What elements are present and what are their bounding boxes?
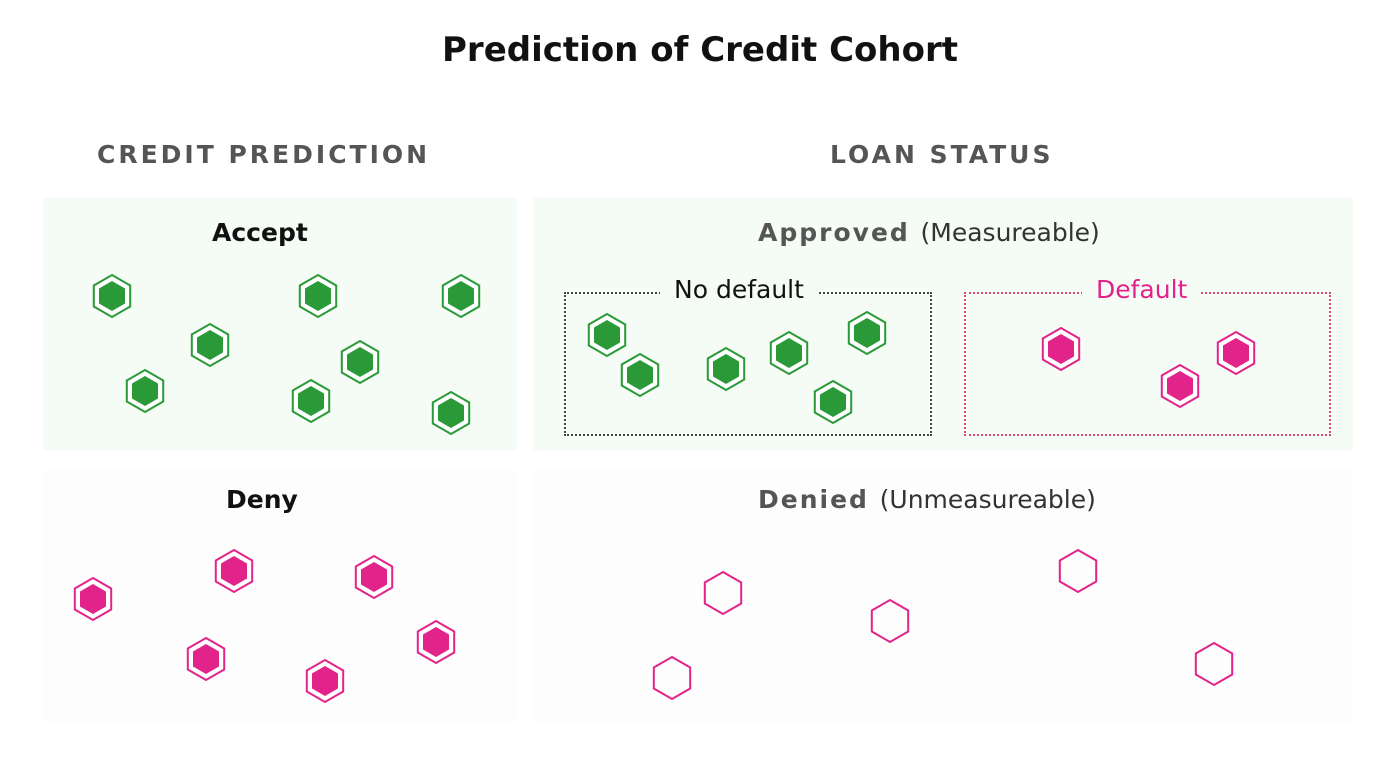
denied-outline-hexagon-icon: [703, 570, 743, 616]
denied-label-main: Denied: [758, 485, 869, 514]
approved-label-sub: (Measureable): [920, 218, 1100, 247]
deny-pink-hexagon-icon: [354, 554, 394, 600]
no-default-green-hexagon-icon: [706, 346, 746, 392]
default-pink-hexagon-icon: [1216, 330, 1256, 376]
deny-panel: [43, 470, 517, 722]
approved-panel: [533, 198, 1353, 450]
deny-pink-hexagon-icon: [416, 619, 456, 665]
approved-label-main: Approved: [758, 218, 910, 247]
accept-green-hexagon-icon: [92, 273, 132, 319]
deny-pink-hexagon-icon: [214, 548, 254, 594]
denied-label-sub: (Unmeasureable): [879, 485, 1096, 514]
deny-pink-hexagon-icon: [73, 576, 113, 622]
denied-outline-hexagon-icon: [1058, 548, 1098, 594]
deny-pink-hexagon-icon: [305, 658, 345, 704]
no-default-label: No default: [660, 275, 818, 304]
accept-green-hexagon-icon: [125, 368, 165, 414]
denied-label: Denied (Unmeasureable): [758, 485, 1096, 514]
default-pink-hexagon-icon: [1041, 326, 1081, 372]
no-default-green-hexagon-icon: [587, 312, 627, 358]
default-pink-hexagon-icon: [1160, 363, 1200, 409]
no-default-green-hexagon-icon: [769, 330, 809, 376]
no-default-green-hexagon-icon: [847, 310, 887, 356]
default-label: Default: [1082, 275, 1202, 304]
accept-green-hexagon-icon: [291, 378, 331, 424]
deny-label: Deny: [226, 485, 298, 514]
page-title: Prediction of Credit Cohort: [442, 30, 958, 70]
accept-green-hexagon-icon: [431, 390, 471, 436]
column-header-loan-status: LOAN STATUS: [830, 140, 1054, 169]
no-default-green-hexagon-icon: [813, 379, 853, 425]
no-default-green-hexagon-icon: [620, 352, 660, 398]
accept-green-hexagon-icon: [441, 273, 481, 319]
accept-green-hexagon-icon: [190, 322, 230, 368]
denied-outline-hexagon-icon: [1194, 641, 1234, 687]
denied-panel: [533, 470, 1353, 722]
accept-green-hexagon-icon: [340, 339, 380, 385]
denied-outline-hexagon-icon: [870, 598, 910, 644]
accept-label: Accept: [212, 218, 308, 247]
accept-green-hexagon-icon: [298, 273, 338, 319]
denied-outline-hexagon-icon: [652, 655, 692, 701]
deny-pink-hexagon-icon: [186, 636, 226, 682]
approved-label: Approved (Measureable): [758, 218, 1100, 247]
column-header-credit-prediction: CREDIT PREDICTION: [97, 140, 431, 169]
